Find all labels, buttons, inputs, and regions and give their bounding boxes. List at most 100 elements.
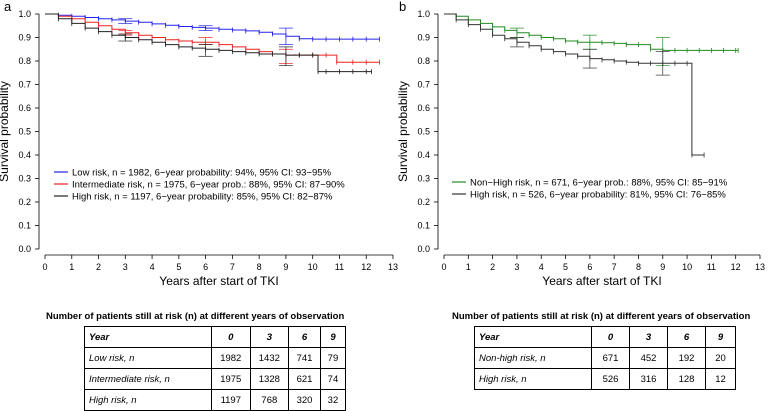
x-tick-label: 5 — [176, 262, 181, 272]
table-cell: 1982 — [211, 347, 251, 369]
x-tick-label: 7 — [230, 262, 235, 272]
table-header-cell: 3 — [629, 326, 669, 348]
panel-label: a — [4, 0, 12, 14]
x-tick-label: 2 — [96, 262, 101, 272]
y-tick-label: 1.0 — [18, 9, 31, 19]
y-axis-label: Survival probability — [0, 81, 11, 182]
y-axis-label: Survival probability — [396, 81, 410, 182]
y-tick-label: 0.0 — [417, 244, 430, 254]
panel-a: a0 1 2 3 4 5 6 7 8 9 10 11 12 130.00.10.20.30.40.50.6… — [0, 0, 398, 288]
risk-table-b: Year 0 3 6 9 Non-high risk, n 671 452 19… — [474, 326, 736, 390]
table-cell: 320 — [288, 389, 321, 411]
y-tick-label: 0.6 — [417, 103, 430, 113]
table-row: Low risk, n 1982 1432 741 79 — [84, 347, 347, 369]
y-tick-label: 0.8 — [417, 56, 430, 66]
x-tick-label: 6 — [587, 262, 592, 272]
x-tick-label: 13 — [755, 262, 765, 272]
x-tick-label: 0 — [42, 262, 47, 272]
x-tick-label: 9 — [660, 262, 665, 272]
x-tick-label: 8 — [636, 262, 641, 272]
table-header-cell: Year — [474, 326, 592, 348]
legend-entry: Non−High risk, n = 671, 6−year prob.: 88… — [470, 178, 728, 189]
y-tick-label: 0.6 — [18, 103, 31, 113]
table-cell: 1975 — [211, 368, 251, 390]
y-tick-label: 0.0 — [18, 244, 31, 254]
x-tick-label: 13 — [388, 262, 398, 272]
x-tick-label: 1 — [466, 262, 471, 272]
table-cell: 316 — [629, 368, 669, 390]
legend-entry: High risk, n = 1197, 6−year probability:… — [72, 192, 333, 203]
table-header-cell: 0 — [590, 326, 631, 348]
y-tick-label: 0.4 — [18, 150, 31, 160]
x-tick-label: 11 — [707, 262, 716, 272]
table-header-row: Year 0 3 6 9 — [84, 326, 347, 348]
y-tick-label: 0.7 — [417, 80, 430, 90]
table-header-cell: Year — [84, 326, 212, 348]
table-cell: High risk, n — [474, 368, 592, 390]
table-cell: 74 — [319, 368, 347, 390]
table-cell: 621 — [288, 368, 321, 390]
y-tick-label: 0.4 — [417, 150, 430, 160]
y-tick-label: 0.2 — [18, 197, 31, 207]
x-tick-label: 0 — [441, 262, 446, 272]
x-tick-label: 3 — [123, 262, 128, 272]
table-header-cell: 3 — [249, 326, 290, 348]
x-tick-label: 12 — [731, 262, 741, 272]
y-tick-label: 0.1 — [417, 221, 430, 231]
table-cell: Non-high risk, n — [474, 347, 592, 369]
x-tick-label: 1 — [69, 262, 74, 272]
table-cell: Low risk, n — [84, 347, 212, 369]
table-cell: High risk, n — [84, 389, 212, 411]
table-b-title: Number of patients still at risk (n) at … — [452, 311, 751, 322]
y-tick-label: 0.3 — [18, 174, 31, 184]
x-tick-label: 8 — [257, 262, 262, 272]
x-tick-label: 4 — [539, 262, 544, 272]
y-tick-label: 0.8 — [18, 56, 31, 66]
table-cell: 452 — [629, 347, 669, 369]
panel-label: b — [399, 0, 406, 14]
table-row: High risk, n 526 316 128 12 — [474, 368, 736, 390]
y-tick-label: 0.5 — [18, 127, 31, 137]
y-tick-label: 0.2 — [417, 197, 430, 207]
x-tick-label: 10 — [308, 262, 318, 272]
table-cell: 192 — [667, 347, 707, 369]
risk-table-a: Year 0 3 6 9 Low risk, n 1982 1432 741 7… — [84, 326, 347, 411]
table-cell: 526 — [590, 368, 631, 390]
x-axis-label: Years after start of TKI — [542, 274, 661, 288]
table-header-cell: 9 — [319, 326, 347, 348]
table-a-title: Number of patients still at risk (n) at … — [46, 311, 345, 322]
table-row: High risk, n 1197 768 320 32 — [84, 389, 347, 411]
y-tick-label: 0.1 — [18, 221, 31, 231]
x-tick-label: 10 — [682, 262, 692, 272]
y-tick-label: 0.5 — [417, 127, 430, 137]
x-tick-label: 9 — [283, 262, 288, 272]
y-tick-label: 0.9 — [18, 33, 31, 43]
km-curve-series-1 — [444, 13, 739, 51]
legend-entry: Intermediate risk, n = 1975, 6−year prob… — [72, 180, 345, 191]
table-cell: 671 — [590, 347, 631, 369]
legend-entry: Low risk, n = 1982, 6−year probability: … — [72, 168, 332, 179]
x-tick-label: 12 — [361, 262, 371, 272]
km-curve-series-2 — [444, 13, 705, 156]
table-cell: 20 — [705, 347, 736, 369]
table-cell: 32 — [319, 389, 347, 411]
table-cell: 79 — [319, 347, 347, 369]
table-cell: Intermediate risk, n — [84, 368, 212, 390]
x-tick-label: 3 — [514, 262, 519, 272]
table-row: Non-high risk, n 671 452 192 20 — [474, 347, 736, 369]
y-tick-label: 0.7 — [18, 80, 31, 90]
table-row: Intermediate risk, n 1975 1328 621 74 — [84, 368, 347, 390]
x-tick-label: 4 — [150, 262, 155, 272]
table-cell: 1197 — [211, 389, 251, 411]
table-cell: 12 — [705, 368, 736, 390]
table-header-cell: 6 — [288, 326, 321, 348]
km-curve-series-2 — [45, 13, 380, 63]
x-tick-label: 6 — [203, 262, 208, 272]
figure: a0 1 2 3 4 5 6 7 8 9 10 11 12 130.00.10.20.30.40.50.6… — [0, 0, 765, 288]
km-curve-series-1 — [45, 13, 380, 40]
table-header-cell: 6 — [667, 326, 707, 348]
x-tick-label: 7 — [612, 262, 617, 272]
y-tick-label: 1.0 — [417, 9, 430, 19]
table-cell: 741 — [288, 347, 321, 369]
x-tick-label: 11 — [335, 262, 344, 272]
